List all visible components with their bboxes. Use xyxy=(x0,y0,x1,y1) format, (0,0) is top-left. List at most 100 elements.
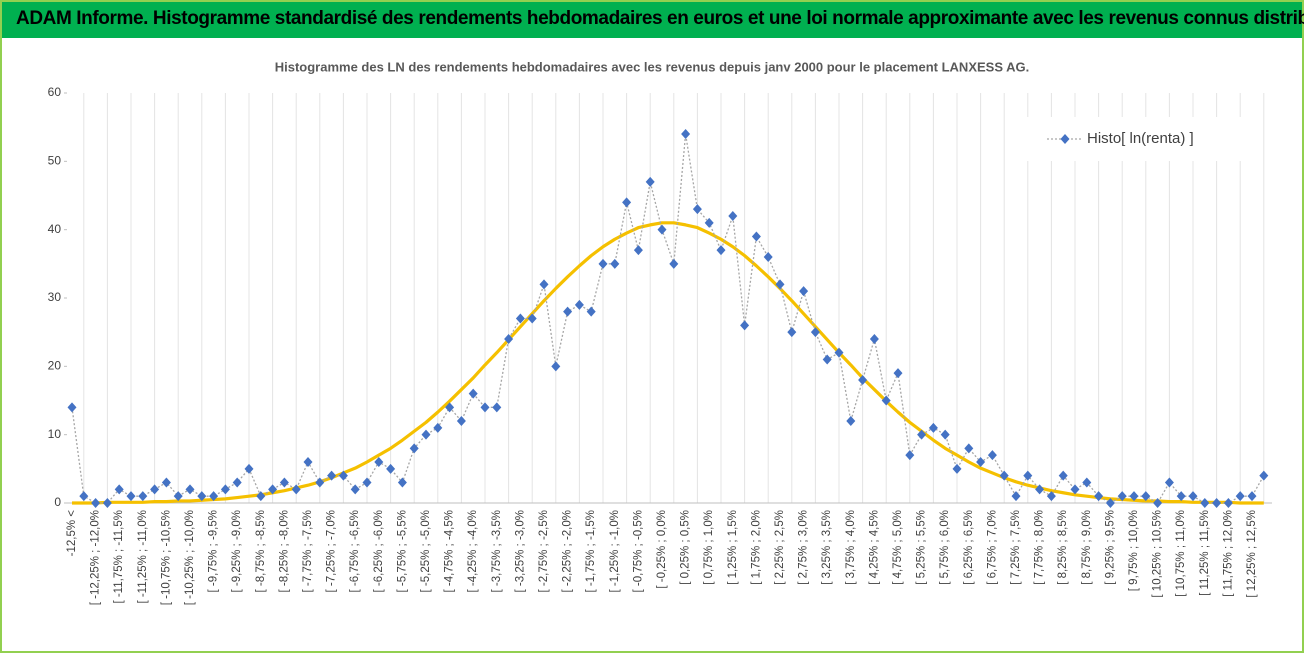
legend-marker xyxy=(1060,134,1070,144)
histo-point xyxy=(185,484,195,495)
x-tick-label: [ 3,25% ; 3,5% xyxy=(821,510,833,585)
histo-point xyxy=(964,443,974,454)
histo-point xyxy=(622,197,632,208)
x-tick-label: [ -6,25% ; -6,0% xyxy=(373,510,385,592)
x-tick-label: [ 8,25% ; 8,5% xyxy=(1057,510,1069,585)
header-bar: ADAM Informe. Histogramme standardisé de… xyxy=(2,2,1304,38)
x-tick-label: [ 0,25% ; 0,5% xyxy=(680,510,692,585)
x-tick-label: [ -10,75% ; -10,5% xyxy=(160,510,172,605)
histo-point xyxy=(374,457,384,467)
histo-point xyxy=(173,491,183,502)
histo-point xyxy=(456,416,466,426)
x-tick-label: [ 6,25% ; 6,5% xyxy=(963,510,975,585)
chart: Histogramme des LN des rendements hebdom… xyxy=(48,59,1272,605)
histo-point xyxy=(810,327,820,338)
histo-point xyxy=(150,484,160,495)
x-tick-label: [ -1,75% ; -1,5% xyxy=(585,510,597,592)
histo-point xyxy=(67,402,77,413)
histo-point xyxy=(869,334,879,344)
histo-point xyxy=(905,450,915,461)
histo-point xyxy=(846,416,856,426)
x-tick-label: -12,5% < xyxy=(66,510,78,557)
histo-point xyxy=(445,402,455,413)
x-tick-label: [ -11,25% ; -11,0% xyxy=(137,510,149,604)
legend-label: Histo[ ln(renta) ] xyxy=(1087,130,1194,147)
histo-point xyxy=(551,361,561,372)
histo-point xyxy=(787,327,797,338)
x-tick-label: [ -0,75% ; -0,5% xyxy=(632,510,644,592)
y-tick-label: 20 xyxy=(48,359,62,373)
x-tick-label: [ 5,75% ; 6,0% xyxy=(939,510,951,585)
x-tick-label: [ -5,75% ; -5,5% xyxy=(396,510,408,592)
histo-point xyxy=(1046,491,1056,502)
x-tick-label: [ 1,25% ; 1,5% xyxy=(727,510,739,585)
x-tick-label: [ -0,25% ; 0,0% xyxy=(656,510,668,589)
histo-point xyxy=(940,429,950,440)
histo-point xyxy=(1176,491,1186,502)
y-tick-label: 50 xyxy=(48,154,62,168)
chart-title: Histogramme des LN des rendements hebdom… xyxy=(275,59,1030,74)
histo-point xyxy=(1035,484,1045,495)
x-tick-label: [ 7,25% ; 7,5% xyxy=(1010,510,1022,585)
histo-point xyxy=(1200,498,1210,508)
histo-point xyxy=(1129,491,1139,502)
histo-point xyxy=(1164,477,1174,488)
x-tick-label: [ 11,75% ; 12,0% xyxy=(1222,510,1234,597)
histo-point xyxy=(327,470,337,481)
histo-point xyxy=(999,470,1009,481)
x-tick-label: [ 4,75% ; 5,0% xyxy=(892,510,904,585)
histo-point xyxy=(102,498,112,508)
histo-point xyxy=(138,491,148,502)
x-tick-label: [ -7,75% ; -7,5% xyxy=(302,510,314,592)
histo-point xyxy=(928,422,938,433)
x-tick-label: [ -4,25% ; -4,0% xyxy=(467,510,479,592)
histo-point xyxy=(716,245,726,256)
histo-point xyxy=(268,484,278,495)
histo-point xyxy=(987,450,997,461)
histo-point xyxy=(409,443,419,454)
histo-point xyxy=(1212,498,1222,508)
histo-point xyxy=(586,306,596,317)
histo-point xyxy=(775,279,785,290)
histo-point xyxy=(433,422,443,433)
histo-point xyxy=(1188,491,1198,502)
y-tick-label: 30 xyxy=(48,290,62,304)
histo-point xyxy=(79,491,89,502)
x-tick-label: [ -3,25% ; -3,0% xyxy=(514,510,526,592)
histo-point xyxy=(799,286,809,297)
histo-point xyxy=(492,402,502,413)
x-tick-label: [ 4,25% ; 4,5% xyxy=(868,510,880,585)
x-tick-label: [ -9,25% ; -9,0% xyxy=(231,510,243,592)
histo-point xyxy=(633,245,643,256)
histo-point xyxy=(220,484,230,495)
histo-point xyxy=(1011,491,1021,502)
x-tick-label: [ 8,75% ; 9,0% xyxy=(1081,510,1093,585)
histo-point xyxy=(468,388,478,399)
histo-point xyxy=(1153,498,1163,508)
histo-point xyxy=(728,211,738,221)
histo-point xyxy=(303,457,313,467)
histo-point xyxy=(1082,477,1092,488)
histo-point xyxy=(504,334,514,344)
histo-point xyxy=(291,484,301,495)
histo-point xyxy=(362,477,372,488)
x-tick-label: [ 5,25% ; 5,5% xyxy=(916,510,928,585)
histo-point xyxy=(256,491,266,502)
histo-point xyxy=(1058,470,1068,481)
x-tick-label: [ 6,75% ; 7,0% xyxy=(986,510,998,585)
histo-point xyxy=(315,477,325,488)
histo-point xyxy=(822,354,832,365)
histo-point xyxy=(893,368,903,379)
y-tick-label: 10 xyxy=(48,427,62,441)
histo-point xyxy=(397,477,407,488)
histo-point xyxy=(657,224,667,235)
x-tick-label: [ 3,75% ; 4,0% xyxy=(845,510,857,585)
histo-point xyxy=(574,299,584,310)
histo-point xyxy=(279,477,289,488)
x-tick-label: [ 7,75% ; 8,0% xyxy=(1034,510,1046,585)
histo-point xyxy=(952,463,962,474)
x-tick-label: [ -8,25% ; -8,0% xyxy=(278,510,290,592)
x-tick-label: [ -2,25% ; -2,0% xyxy=(562,510,574,592)
histo-point xyxy=(1105,498,1115,508)
histo-point xyxy=(421,429,431,440)
